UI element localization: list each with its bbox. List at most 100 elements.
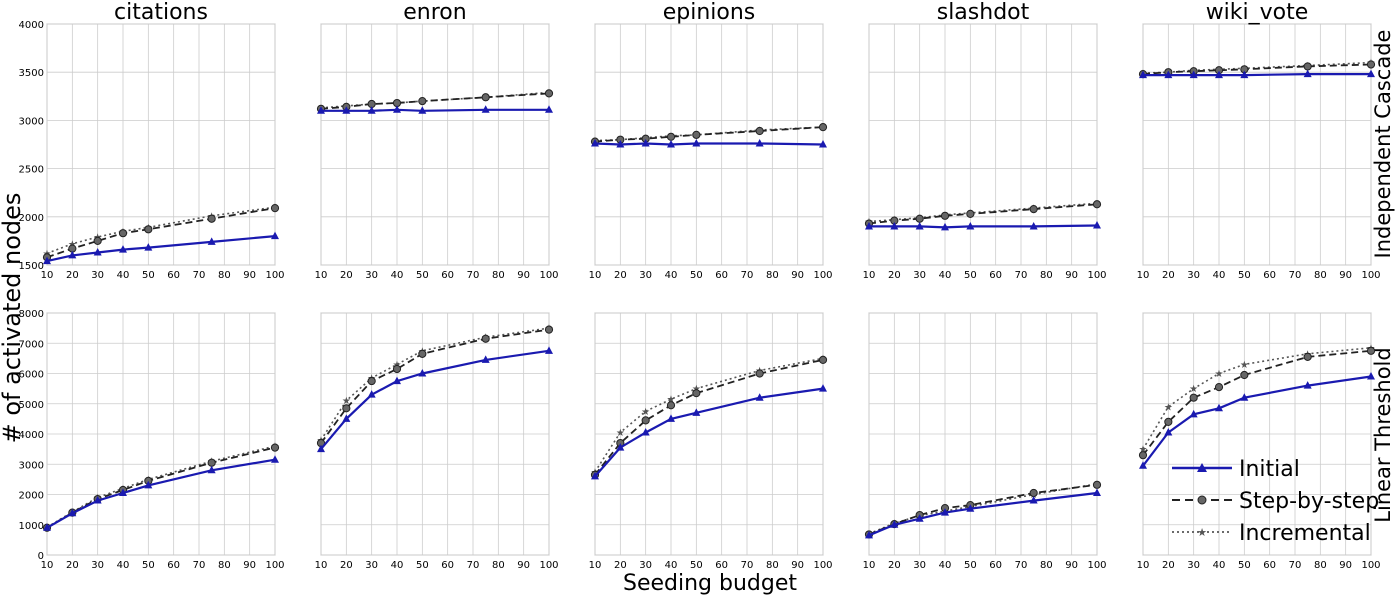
series-line-incremental (320, 327, 550, 441)
panel-lt-citations: 10 20 30 40 50 60 70 80 90 1000100020003000400050… (19, 309, 285, 571)
y-tick-label: 3000 (19, 116, 44, 127)
point-initial (1215, 70, 1223, 79)
x-tick-label: 90 (1339, 270, 1352, 281)
point-initial (591, 471, 599, 480)
point-step-by-step (1214, 383, 1224, 392)
point-initial (93, 496, 102, 504)
x-tick-label: 20 (888, 560, 901, 571)
point-initial (207, 237, 216, 245)
point-step-by-step (207, 458, 216, 467)
panel-ic-wiki-vote-title: wiki_vote (1206, 0, 1309, 25)
point-initial (616, 140, 625, 148)
x-tick-label: 70 (193, 270, 206, 281)
point-incremental: ★ (641, 407, 650, 418)
x-tick-label: 10 (589, 270, 602, 281)
point-initial (591, 139, 599, 147)
panel-ic-epinions-title: epinions (663, 0, 756, 25)
point-initial (68, 250, 77, 259)
point-initial (481, 355, 490, 363)
point-initial (755, 139, 764, 147)
point-initial (119, 245, 127, 253)
point-initial (865, 530, 873, 539)
point-initial (966, 504, 975, 512)
point-initial (667, 140, 675, 148)
point-step-by-step (692, 389, 701, 398)
series-line-initial (594, 142, 824, 146)
x-tick-label: 100 (539, 270, 558, 281)
y-tick-label: 2000 (19, 491, 44, 502)
point-initial (367, 106, 376, 114)
y-tick-label: 3500 (19, 68, 44, 79)
x-tick-label: 60 (1263, 270, 1276, 281)
point-initial (545, 105, 553, 113)
point-step-by-step (270, 443, 280, 452)
point-step-by-step (418, 349, 427, 358)
x-tick-label: 60 (167, 270, 180, 281)
x-tick-label: 40 (1213, 560, 1226, 571)
x-tick-label: 60 (989, 270, 1002, 281)
point-incremental: ★ (1164, 402, 1173, 413)
point-step-by-step (342, 404, 351, 413)
point-step-by-step (755, 126, 764, 136)
x-tick-label: 90 (517, 270, 530, 281)
point-incremental: ★ (1215, 369, 1224, 380)
point-initial (865, 221, 873, 230)
x-tick-label: 70 (1015, 270, 1028, 281)
point-initial (915, 221, 924, 230)
x-tick-label: 10 (1137, 270, 1150, 281)
x-tick-label: 10 (315, 270, 328, 281)
point-initial (317, 106, 325, 114)
point-step-by-step (692, 130, 701, 139)
legend-marker-incremental: ★ (1197, 526, 1207, 539)
x-tick-label: 60 (1263, 560, 1276, 571)
legend-label-incremental: Incremental (1239, 521, 1371, 546)
x-tick-label: 90 (1065, 270, 1078, 281)
y-tick-label: 0 (38, 551, 44, 562)
point-step-by-step (207, 214, 216, 223)
x-tick-label: 40 (117, 560, 130, 571)
point-step-by-step (1029, 488, 1038, 498)
point-initial (1029, 496, 1038, 504)
legend-marker-step-by-step (1197, 495, 1207, 505)
point-step-by-step (1189, 393, 1198, 402)
point-step-by-step (270, 204, 280, 213)
x-tick-label: 30 (1187, 560, 1200, 571)
y-tick-label: 1500 (19, 261, 44, 272)
point-step-by-step (544, 325, 554, 334)
x-tick-label: 20 (340, 560, 353, 571)
point-step-by-step (93, 236, 102, 245)
x-tick-label: 80 (218, 270, 231, 281)
x-tick-label: 10 (1137, 560, 1150, 571)
y-tick-label: 2500 (19, 165, 44, 176)
x-tick-label: 100 (265, 560, 284, 571)
panel-ic-enron-frame (320, 23, 550, 266)
point-step-by-step (1092, 200, 1102, 209)
point-initial (1029, 221, 1038, 230)
point-initial (692, 139, 701, 147)
x-tick-label: 90 (243, 560, 256, 571)
y-tick-label: 1000 (19, 521, 44, 532)
y-tick-label: 8000 (19, 309, 44, 320)
point-initial (1139, 461, 1147, 469)
point-initial (418, 106, 427, 114)
x-tick-label: 60 (715, 270, 728, 281)
point-initial (1367, 372, 1375, 380)
series-line-initial (1143, 72, 1371, 77)
x-axis-label: Seeding budget (623, 571, 797, 596)
x-tick-label: 60 (715, 560, 728, 571)
point-initial (941, 508, 949, 516)
point-initial (819, 140, 827, 148)
point-initial (144, 480, 153, 489)
x-tick-label: 50 (964, 560, 977, 571)
legend: Initial Step-by-step ★ Incremental (1172, 457, 1379, 546)
panel-ic-slashdot-title: slashdot (937, 0, 1030, 25)
point-incremental: ★ (1240, 360, 1249, 371)
x-tick-label: 100 (1087, 270, 1106, 281)
point-step-by-step (940, 211, 950, 220)
panel-ic-wiki-vote-frame (1142, 23, 1372, 266)
